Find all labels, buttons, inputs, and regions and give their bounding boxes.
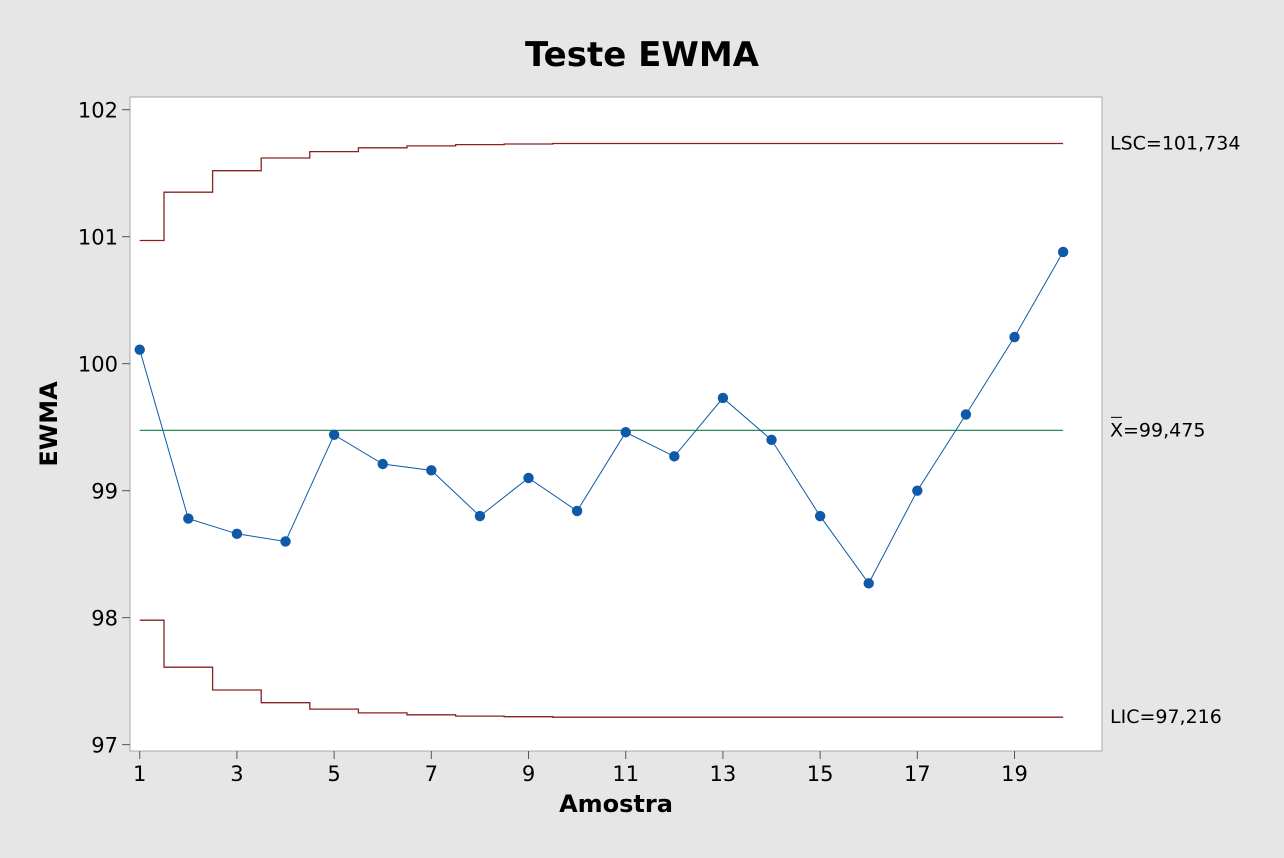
y-tick-label: 102 [78,99,118,123]
ewma-point [231,528,243,540]
ewma-point [523,472,534,484]
y-axis-label: EWMA [35,381,63,467]
x-tick-label: 13 [710,762,737,786]
ewma-point [1009,331,1020,343]
chart-title: Teste EWMA [525,35,760,75]
x-tick-label: 11 [612,762,639,786]
ewma-point [426,465,437,476]
lcl-label: LIC=97,216 [1110,706,1222,728]
ewma-point [328,429,340,440]
y-tick-label: 97 [91,734,118,758]
x-tick-label: 17 [904,762,931,786]
ewma-point [571,505,583,517]
x-tick-label: 15 [807,762,834,786]
x-tick-label: 7 [425,762,438,786]
ewma-point [717,392,729,404]
ewma-point [474,510,486,522]
ewma-point [134,344,145,355]
x-tick-label: 5 [327,762,340,786]
x-tick-label: 3 [230,762,243,786]
x-tick-label: 9 [522,762,535,786]
lcl-line [139,619,1064,718]
center-label: =99,475 [1123,419,1205,441]
ucl-line [139,142,1064,242]
x-tick-label: 19 [1001,762,1028,786]
ewma-line [139,251,1064,585]
center-symbol: X [1110,419,1123,441]
y-tick-label: 99 [91,480,118,504]
limit-annotations: LSC=101,734 LIC=97,216 X =99,475 [1110,132,1240,728]
ewma-point [863,578,874,589]
y-tick-label: 98 [91,607,118,631]
plot-area [129,96,1103,752]
ewma-point [183,513,194,524]
x-axis-label: Amostra [559,790,673,818]
ewma-series [134,246,1069,589]
ewma-point [1057,246,1069,258]
ewma-point [766,434,777,446]
ewma-point [960,409,972,420]
ewma-point [620,427,631,438]
ucl-label: LSC=101,734 [1110,132,1240,154]
y-tick-label: 100 [78,353,118,377]
ewma-point [377,458,388,470]
x-tick-label: 1 [133,762,146,786]
ewma-point [280,536,291,547]
control-limits [139,142,1064,718]
ewma-point [814,510,826,522]
y-tick-label: 101 [78,226,118,250]
ewma-point [912,485,923,496]
ewma-point [669,451,680,462]
